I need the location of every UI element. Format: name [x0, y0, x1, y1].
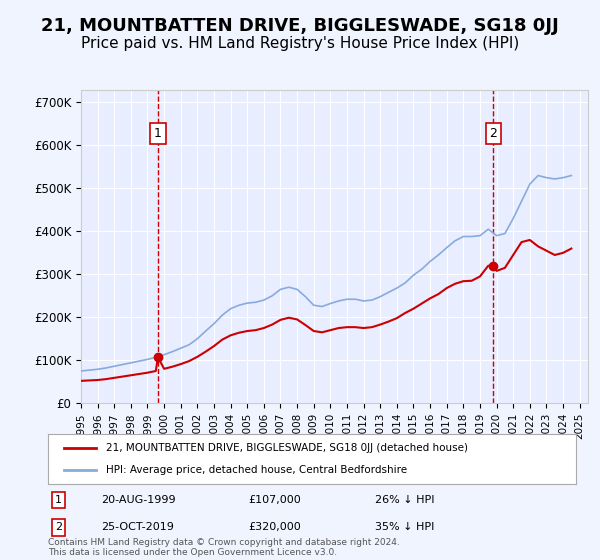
- Text: 1: 1: [55, 495, 62, 505]
- Text: 2: 2: [490, 127, 497, 140]
- Text: 20-AUG-1999: 20-AUG-1999: [101, 495, 175, 505]
- Text: 25-OCT-2019: 25-OCT-2019: [101, 522, 173, 532]
- Text: 21, MOUNTBATTEN DRIVE, BIGGLESWADE, SG18 0JJ (detached house): 21, MOUNTBATTEN DRIVE, BIGGLESWADE, SG18…: [106, 443, 468, 453]
- Text: 35% ↓ HPI: 35% ↓ HPI: [376, 522, 435, 532]
- Text: 21, MOUNTBATTEN DRIVE, BIGGLESWADE, SG18 0JJ: 21, MOUNTBATTEN DRIVE, BIGGLESWADE, SG18…: [41, 17, 559, 35]
- Text: Price paid vs. HM Land Registry's House Price Index (HPI): Price paid vs. HM Land Registry's House …: [81, 36, 519, 52]
- Text: 1: 1: [154, 127, 162, 140]
- Text: £107,000: £107,000: [248, 495, 301, 505]
- Text: Contains HM Land Registry data © Crown copyright and database right 2024.
This d: Contains HM Land Registry data © Crown c…: [48, 538, 400, 557]
- Text: 26% ↓ HPI: 26% ↓ HPI: [376, 495, 435, 505]
- Text: HPI: Average price, detached house, Central Bedfordshire: HPI: Average price, detached house, Cent…: [106, 465, 407, 475]
- Text: £320,000: £320,000: [248, 522, 301, 532]
- Text: 2: 2: [55, 522, 62, 532]
